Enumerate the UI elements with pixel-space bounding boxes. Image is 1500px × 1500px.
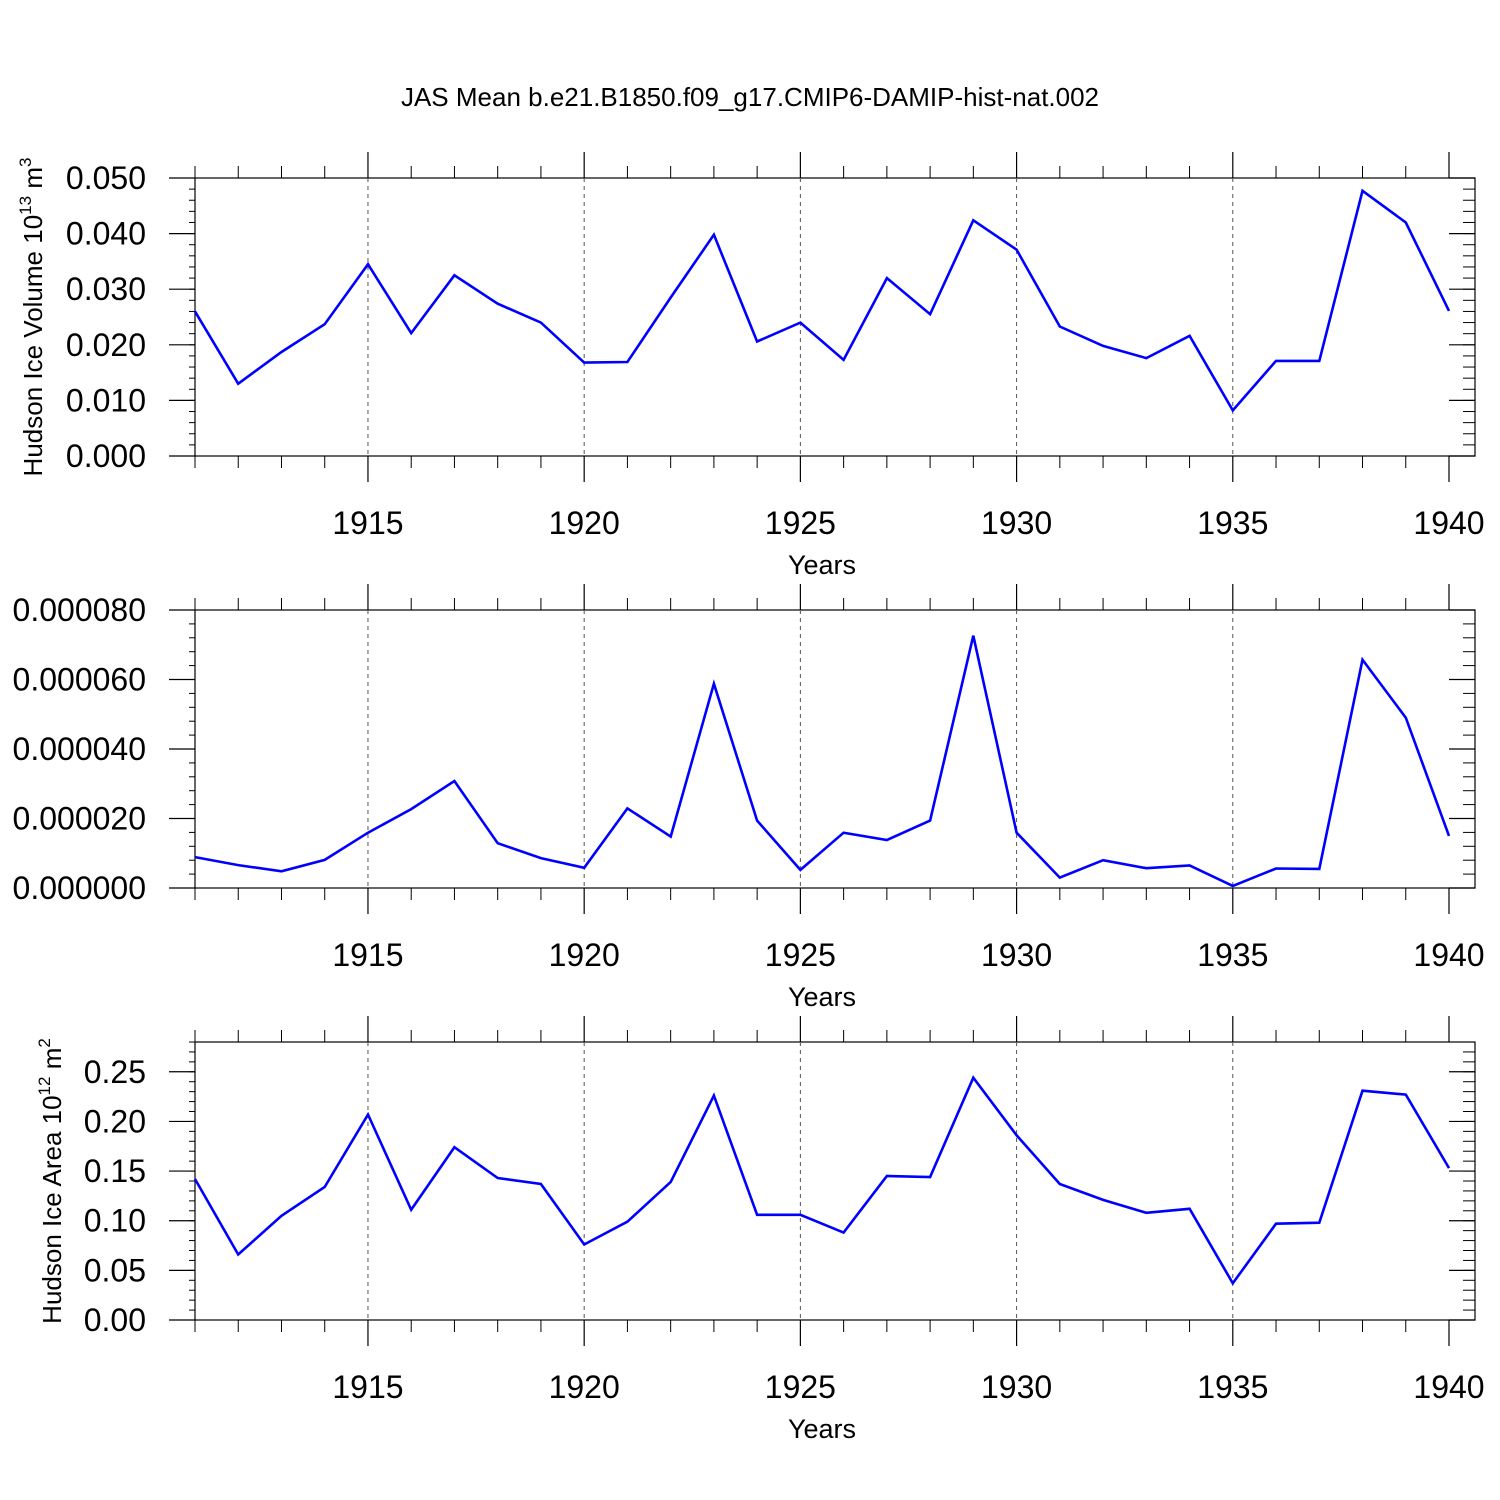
y-tick-label: 0.05	[84, 1252, 146, 1288]
y-tick-label: 0.000	[66, 438, 146, 474]
x-tick-label: 1930	[981, 937, 1052, 973]
y-axis-label-unit: m	[18, 167, 48, 196]
x-tick-label: 1915	[332, 1369, 403, 1405]
series-line	[193, 1075, 1451, 1286]
figure-title: JAS Mean b.e21.B1850.f09_g17.CMIP6-DAMIP…	[401, 82, 1099, 112]
plot-frame	[194, 177, 1476, 457]
panel-1: 1915 1920 1925 1930 1935 1940 0.000 0.010 0.020 0…	[16, 152, 1485, 580]
y-tick-label: 0.000000	[13, 870, 146, 906]
y-tick-label: 0.000020	[13, 801, 146, 837]
y-tick-label: 0.000060	[13, 662, 146, 698]
x-tick-label: 1915	[332, 505, 403, 541]
y-tick-label: 0.000040	[13, 731, 146, 767]
y-tick-label: 0.040	[66, 216, 146, 252]
y-axis-label-unit-exponent: 2	[35, 1038, 54, 1047]
y-tick-label: 0.010	[66, 382, 146, 418]
x-tick-label: 1940	[1413, 1369, 1484, 1405]
x-tick-label: 1935	[1197, 505, 1268, 541]
y-axis-label-exponent: 13	[16, 196, 35, 215]
y-tick-label: 0.25	[84, 1054, 146, 1090]
y-tick-label: 0.050	[66, 160, 146, 196]
y-axis-label-text: Hudson Ice Area 10	[37, 1095, 67, 1323]
x-tick-label: 1935	[1197, 937, 1268, 973]
y-axis-label: Hudson Ice Area 1012 m2	[35, 1038, 67, 1324]
x-tick-label: 1920	[549, 505, 620, 541]
y-axis-label-unit: m	[37, 1048, 67, 1077]
y-axis-label: Hudson Ice Volume 1013 m3	[16, 158, 48, 477]
y-axis-label-exponent: 12	[35, 1077, 54, 1096]
x-tick-label: 1930	[981, 1369, 1052, 1405]
y-tick-label: 0.000080	[13, 592, 146, 628]
x-axis-label: Years	[788, 1414, 856, 1444]
x-axis-label: Years	[788, 550, 856, 580]
x-tick-label: 1935	[1197, 1369, 1268, 1405]
series-line	[193, 188, 1451, 413]
y-tick-label: 0.020	[66, 327, 146, 363]
y-tick-label: 0.15	[84, 1153, 146, 1189]
x-tick-label: 1930	[981, 505, 1052, 541]
y-tick-label: 0.10	[84, 1203, 146, 1239]
y-tick-label: 0.00	[84, 1302, 146, 1338]
y-tick-label: 0.030	[66, 271, 146, 307]
panel-2: 1915 1920 1925 1930 1935 1940 0.000000 0.000020…	[13, 584, 1485, 1012]
x-tick-label: 1925	[765, 937, 836, 973]
x-tick-label: 1940	[1413, 505, 1484, 541]
x-tick-label: 1925	[765, 1369, 836, 1405]
x-axis-label: Years	[788, 982, 856, 1012]
y-axis-label-text: Hudson Ice Volume 10	[18, 215, 48, 477]
y-tick-label: 0.20	[84, 1103, 146, 1139]
x-tick-label: 1925	[765, 505, 836, 541]
x-tick-label: 1940	[1413, 937, 1484, 973]
series-line	[194, 635, 1451, 888]
x-tick-label: 1920	[549, 1369, 620, 1405]
y-axis-label-unit-exponent: 3	[16, 158, 35, 167]
x-tick-label: 1915	[332, 937, 403, 973]
x-tick-label: 1920	[549, 937, 620, 973]
panel-3: 1915 1920 1925 1930 1935 1940 0.00 0.05 0.10 0.15…	[35, 1016, 1485, 1444]
